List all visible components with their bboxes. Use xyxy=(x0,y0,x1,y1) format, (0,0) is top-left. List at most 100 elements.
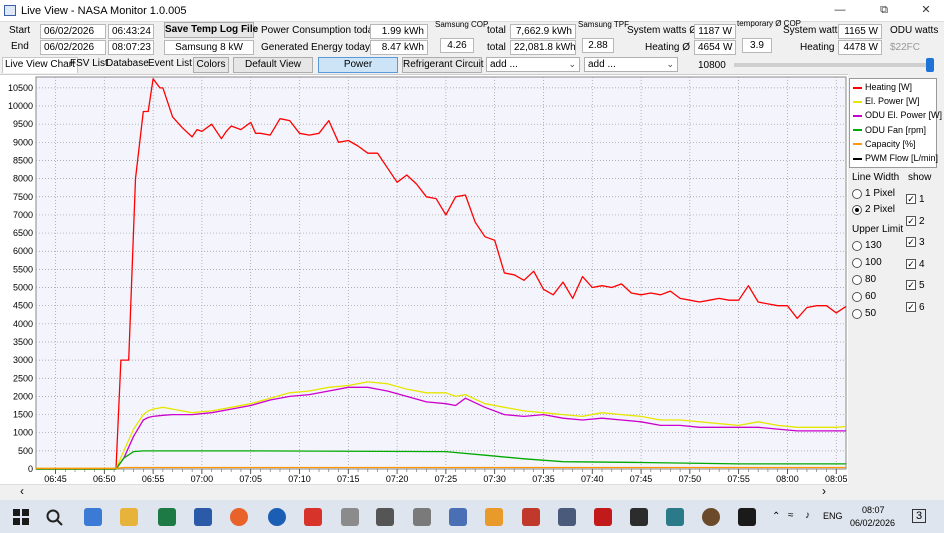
add-dropdown-1-label: add ... xyxy=(490,59,518,70)
line-width-1px-radio[interactable] xyxy=(852,189,862,199)
clock-time[interactable]: 08:07 xyxy=(862,505,885,515)
legend-swatch xyxy=(853,100,862,103)
search-icon[interactable] xyxy=(45,508,63,526)
tab-fsv-list[interactable]: FSV List xyxy=(70,58,108,69)
line-width-2px-radio[interactable] xyxy=(852,205,862,215)
series-show-checkbox[interactable]: ✓ xyxy=(906,237,916,247)
pdf-app-icon[interactable] xyxy=(522,508,540,526)
upper-limit-radio[interactable] xyxy=(852,309,862,319)
chart-horizontal-scrollbar[interactable]: ‹ › xyxy=(0,484,848,498)
legend-swatch xyxy=(853,86,862,89)
game-app-icon[interactable] xyxy=(702,508,720,526)
wifi-icon[interactable]: ≈ xyxy=(788,510,794,521)
vpn-app-icon[interactable] xyxy=(666,508,684,526)
bird-app-icon[interactable] xyxy=(341,508,359,526)
legend-label: Capacity [%] xyxy=(865,138,916,149)
series-show-checkbox[interactable]: ✓ xyxy=(906,301,916,312)
series-show-index: 2 xyxy=(919,215,925,227)
series-show-checkbox[interactable]: ✓ xyxy=(906,258,916,269)
clock-date[interactable]: 06/02/2026 xyxy=(850,518,896,528)
y-tick-label: 5500 xyxy=(13,264,33,274)
heating-value: 4478 W xyxy=(838,40,882,55)
series-show-checkbox[interactable]: ✓ xyxy=(906,215,916,226)
archive-app-icon[interactable] xyxy=(594,508,612,526)
time-range-slider-thumb[interactable] xyxy=(926,58,934,72)
terminal-app-icon[interactable] xyxy=(630,508,648,526)
power-view-button[interactable]: Power xyxy=(318,57,398,73)
taskbar: ⌃ ≈ ♪ ENG 08:07 06/02/2026 3 xyxy=(0,500,944,533)
upper-limit-value: 60 xyxy=(865,291,877,302)
y-tick-label: 5000 xyxy=(13,283,33,293)
mail-icon[interactable] xyxy=(84,508,102,526)
y-tick-label: 2000 xyxy=(13,391,33,401)
file-explorer-icon[interactable] xyxy=(120,508,138,526)
y-tick-label: 1500 xyxy=(13,410,33,420)
upper-limit-radio[interactable] xyxy=(852,258,862,268)
default-view-button[interactable]: Default View xyxy=(233,57,313,73)
legend-swatch xyxy=(853,115,862,118)
notifications-badge[interactable]: 3 xyxy=(912,509,927,523)
legend-swatch xyxy=(853,129,862,132)
excel-icon[interactable] xyxy=(158,508,176,526)
chevron-down-icon: ⌄ xyxy=(666,59,674,69)
x-tick-label: 07:10 xyxy=(288,474,311,484)
add-series-dropdown-1[interactable]: add ... ⌄ xyxy=(486,57,580,72)
screen-app-icon[interactable] xyxy=(558,508,576,526)
x-tick-label: 07:05 xyxy=(239,474,262,484)
maximize-icon[interactable]: ⧉ xyxy=(880,4,888,16)
media-player-icon[interactable] xyxy=(485,508,503,526)
tab-event-list[interactable]: Event List xyxy=(148,58,192,69)
legend-label: Heating [W] xyxy=(865,82,913,92)
word-icon[interactable] xyxy=(194,508,212,526)
title-bar: Live View - NASA Monitor 1.0.005 — ⧉ ✕ xyxy=(0,0,944,22)
x-tick-label: 07:35 xyxy=(532,474,555,484)
thunderbird-icon[interactable] xyxy=(268,508,286,526)
firefox-icon[interactable] xyxy=(230,508,248,526)
colors-button[interactable]: Colors xyxy=(193,57,229,73)
start-date-field[interactable]: 06/02/2026 xyxy=(40,24,106,39)
refrigerant-circuit-button[interactable]: Refrigerant Circuit xyxy=(402,57,484,73)
end-time-field[interactable]: 08:07:23 xyxy=(108,40,154,55)
y-tick-label: 2500 xyxy=(13,373,33,383)
app-red-icon[interactable] xyxy=(304,508,322,526)
window-title: Live View - NASA Monitor 1.0.005 xyxy=(21,5,187,17)
heating-avg-value: 4654 W xyxy=(694,40,736,55)
series-line-0 xyxy=(36,78,847,470)
windows-start-icon[interactable] xyxy=(12,508,30,526)
console-app-icon[interactable] xyxy=(738,508,756,526)
remote-app-icon[interactable] xyxy=(449,508,467,526)
upper-limit-radio[interactable] xyxy=(852,292,862,302)
series-show-checkbox[interactable]: ✓ xyxy=(906,280,916,290)
y-tick-label: 4000 xyxy=(13,319,33,329)
magnifier-app-icon[interactable] xyxy=(413,508,431,526)
close-icon[interactable]: ✕ xyxy=(921,4,931,16)
system-watts-value: 1165 W xyxy=(838,24,882,39)
add-series-dropdown-2[interactable]: add ... ⌄ xyxy=(584,57,678,72)
y-tick-label: 10500 xyxy=(8,83,33,93)
series-show-index: 4 xyxy=(919,258,925,270)
volume-icon[interactable]: ♪ xyxy=(805,510,810,521)
line-width-1px-label: 1 Pixel xyxy=(865,188,896,199)
y-tick-label: 3500 xyxy=(13,337,33,347)
time-range-slider-track[interactable] xyxy=(734,63,930,67)
total-label-1: total xyxy=(487,25,506,36)
device-field: Samsung 8 kW xyxy=(164,40,254,55)
end-date-field[interactable]: 06/02/2026 xyxy=(40,40,106,55)
scroll-right-icon[interactable]: › xyxy=(822,484,826,498)
series-show-checkbox[interactable]: ✓ xyxy=(906,194,916,204)
upper-limit-radio[interactable] xyxy=(852,275,862,285)
start-time-field[interactable]: 06:43:24 xyxy=(108,24,154,39)
tray-chevron-up-icon[interactable]: ⌃ xyxy=(772,511,781,522)
series-line-3 xyxy=(36,450,846,470)
minimize-icon[interactable]: — xyxy=(834,4,846,16)
save-temp-log-button[interactable]: Save Temp Log File xyxy=(164,22,258,38)
scroll-left-icon[interactable]: ‹ xyxy=(20,484,24,498)
y-tick-label: 9500 xyxy=(13,119,33,129)
tab-database[interactable]: Database xyxy=(106,58,149,69)
monitor-app-icon[interactable] xyxy=(376,508,394,526)
series-line-1 xyxy=(36,381,847,470)
tab-live-view-chart[interactable]: Live View Chart xyxy=(2,57,78,73)
upper-limit-radio[interactable] xyxy=(852,241,862,251)
language-indicator[interactable]: ENG xyxy=(823,511,843,521)
heating-avg-label: Heating Ø xyxy=(645,42,691,53)
